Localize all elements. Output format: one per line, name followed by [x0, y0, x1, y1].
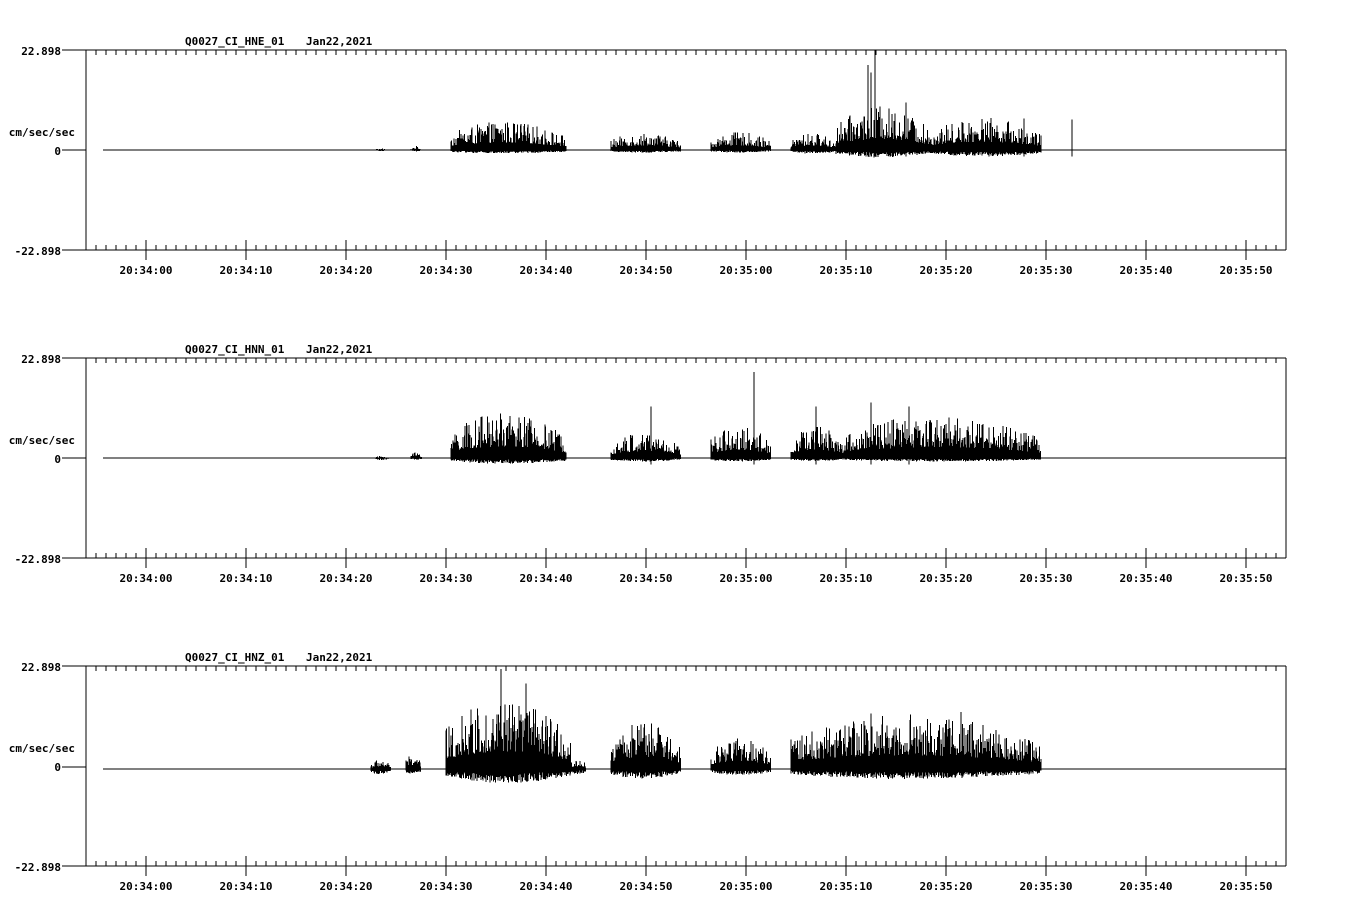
time-tick-label: 20:35:10: [820, 264, 873, 277]
time-axis-labels: 20:34:00 20:34:10 20:34:20 20:34:30 20:3…: [120, 572, 1273, 585]
time-tick-label: 20:34:10: [220, 880, 273, 893]
time-tick-label: 20:35:40: [1120, 880, 1173, 893]
time-tick-label: 20:35:10: [820, 880, 873, 893]
panel-hnz: Q0027_CI_HNZ_01 Jan22,2021 cm/sec/sec 22…: [9, 651, 1287, 893]
panel-title-station: Q0027_CI_HNN_01: [185, 343, 285, 356]
y-zero-label: 0: [54, 761, 61, 774]
time-tick-label: 20:34:50: [620, 264, 673, 277]
time-tick-label: 20:35:20: [920, 264, 973, 277]
plot-frame: [62, 357, 1287, 568]
time-tick-label: 20:34:40: [520, 572, 573, 585]
waveform-path: [103, 669, 1286, 783]
time-tick-label: 20:35:30: [1020, 572, 1073, 585]
panel-title-station: Q0027_CI_HNZ_01: [185, 651, 285, 664]
time-tick-label: 20:34:00: [120, 572, 173, 585]
y-min-label: -22.898: [15, 553, 61, 566]
time-tick-label: 20:35:40: [1120, 264, 1173, 277]
time-tick-label: 20:34:20: [320, 572, 373, 585]
time-tick-label: 20:34:10: [220, 572, 273, 585]
time-tick-label: 20:34:40: [520, 264, 573, 277]
time-tick-label: 20:34:10: [220, 264, 273, 277]
time-tick-label: 20:34:30: [420, 264, 473, 277]
y-zero-label: 0: [54, 453, 61, 466]
time-tick-label: 20:35:00: [720, 880, 773, 893]
time-tick-label: 20:35:30: [1020, 880, 1073, 893]
panel-title-date: Jan22,2021: [306, 343, 373, 356]
time-axis-labels: 20:34:00 20:34:10 20:34:20 20:34:30 20:3…: [120, 264, 1273, 277]
time-tick-label: 20:34:50: [620, 880, 673, 893]
waveform-path: [103, 372, 1286, 465]
panel-title-date: Jan22,2021: [306, 651, 373, 664]
waveform-trace: [103, 50, 1286, 158]
time-tick-label: 20:35:10: [820, 572, 873, 585]
time-tick-label: 20:35:50: [1220, 880, 1273, 893]
y-axis-unit-label: cm/sec/sec: [9, 742, 75, 755]
y-axis-unit-label: cm/sec/sec: [9, 126, 75, 139]
panel-title-date: Jan22,2021: [306, 35, 373, 48]
y-max-label: 22.898: [21, 661, 61, 674]
time-tick-label: 20:34:30: [420, 572, 473, 585]
time-axis-labels: 20:34:00 20:34:10 20:34:20 20:34:30 20:3…: [120, 880, 1273, 893]
time-tick-label: 20:34:40: [520, 880, 573, 893]
y-min-label: -22.898: [15, 245, 61, 258]
time-tick-label: 20:35:50: [1220, 572, 1273, 585]
time-tick-label: 20:34:20: [320, 264, 373, 277]
time-tick-label: 20:34:20: [320, 880, 373, 893]
plot-frame: [62, 665, 1287, 876]
panel-hnn: Q0027_CI_HNN_01 Jan22,2021 cm/sec/sec 22…: [9, 343, 1287, 585]
time-tick-label: 20:35:00: [720, 572, 773, 585]
time-tick-label: 20:35:40: [1120, 572, 1173, 585]
time-tick-label: 20:34:00: [120, 264, 173, 277]
waveform-trace: [103, 372, 1286, 465]
y-max-label: 22.898: [21, 45, 61, 58]
panel-title-station: Q0027_CI_HNE_01: [185, 35, 285, 48]
panel-hne: Q0027_CI_HNE_01 Jan22,2021 cm/sec/sec 22…: [9, 35, 1287, 277]
y-zero-label: 0: [54, 145, 61, 158]
time-tick-label: 20:34:50: [620, 572, 673, 585]
time-tick-label: 20:34:00: [120, 880, 173, 893]
y-max-label: 22.898: [21, 353, 61, 366]
waveform-path: [103, 50, 1286, 158]
time-tick-label: 20:34:30: [420, 880, 473, 893]
time-tick-label: 20:35:20: [920, 572, 973, 585]
time-tick-label: 20:35:00: [720, 264, 773, 277]
time-tick-label: 20:35:50: [1220, 264, 1273, 277]
y-min-label: -22.898: [15, 861, 61, 874]
time-tick-label: 20:35:20: [920, 880, 973, 893]
time-tick-label: 20:35:30: [1020, 264, 1073, 277]
y-axis-unit-label: cm/sec/sec: [9, 434, 75, 447]
waveform-trace: [103, 669, 1286, 783]
plot-frame: [62, 49, 1287, 260]
